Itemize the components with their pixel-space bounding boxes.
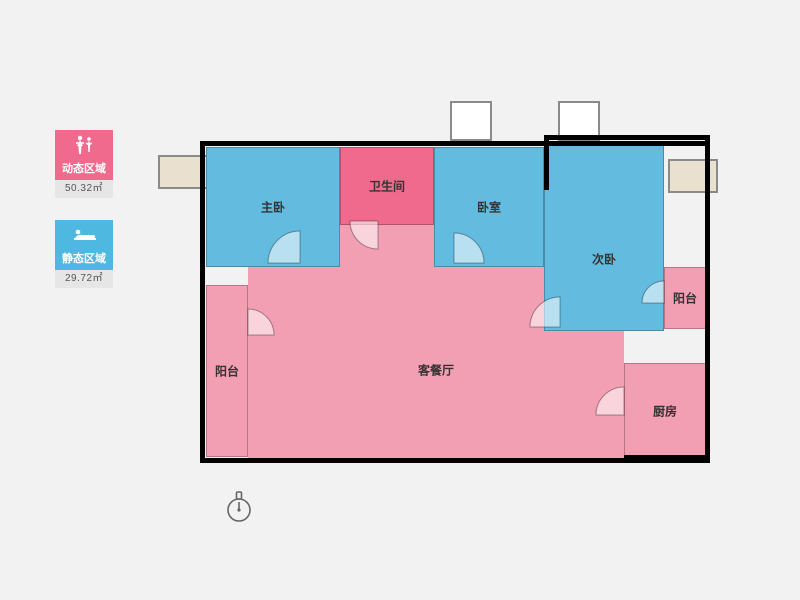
room-label: 厨房	[653, 403, 677, 420]
compass-icon	[222, 490, 256, 524]
room-label: 卫生间	[369, 178, 405, 195]
room-label: 客餐厅	[418, 362, 454, 379]
room-label: 阳台	[673, 290, 697, 307]
legend-static-value: 29.72㎡	[55, 270, 113, 288]
legend-dynamic: 动态区域 50.32㎡	[55, 130, 113, 198]
plan-bump	[558, 101, 600, 141]
plan-bump	[450, 101, 492, 141]
room-kitchen: 厨房	[624, 363, 706, 459]
legend: 动态区域 50.32㎡ 静态区域 29.72㎡	[55, 130, 113, 310]
room-label: 卧室	[477, 199, 501, 216]
legend-static-title: 静态区域	[55, 248, 113, 270]
room-bathroom: 卫生间	[340, 147, 434, 225]
legend-static: 静态区域 29.72㎡	[55, 220, 113, 288]
people-active-icon	[55, 130, 113, 158]
room-bedroom: 卧室	[434, 147, 544, 267]
room-balcony_left: 阳台	[206, 285, 248, 457]
room-master_bedroom: 主卧	[206, 147, 340, 267]
room-label: 主卧	[261, 199, 285, 216]
legend-dynamic-value: 50.32㎡	[55, 180, 113, 198]
room-balcony_right: 阳台	[664, 267, 706, 329]
room-label: 阳台	[215, 363, 239, 380]
floor-plan: 主卧 卫生间卧室次卧阳台厨房 客餐厅 阳台	[200, 135, 710, 465]
plan-bump	[668, 159, 718, 193]
room-second_bedroom: 次卧	[544, 141, 664, 331]
person-rest-icon	[55, 220, 113, 248]
legend-dynamic-title: 动态区域	[55, 158, 113, 180]
plan-bump	[158, 155, 208, 189]
room-label: 次卧	[592, 250, 616, 267]
